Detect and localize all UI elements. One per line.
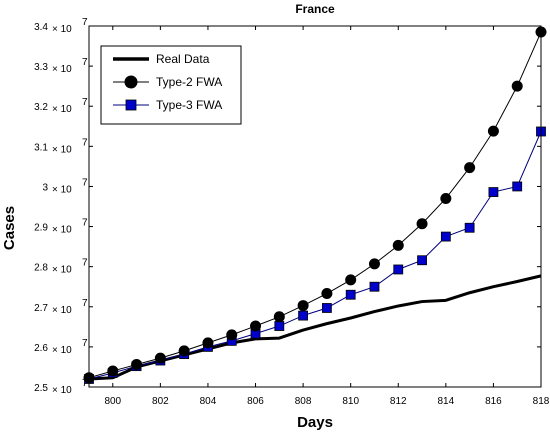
y-tick-value: 3.2 xyxy=(34,102,48,113)
y-tick-exponent: 7 xyxy=(82,17,88,28)
series-type3-point xyxy=(417,255,427,266)
y-tick-multiplier: × 10 xyxy=(52,345,72,356)
series-type2-point xyxy=(487,125,499,137)
series-type2-point xyxy=(250,320,262,332)
series-type2-point xyxy=(392,239,404,251)
series-type3-point xyxy=(488,187,499,197)
series-type3-point xyxy=(321,303,332,313)
series-type2-point xyxy=(107,365,119,377)
x-tick-label: 806 xyxy=(247,396,264,407)
y-tick-multiplier: × 10 xyxy=(52,104,72,115)
series-type2-point xyxy=(511,80,523,92)
y-tick-label: 3.2 × 10 7 xyxy=(34,97,88,115)
series-type3-point xyxy=(369,281,380,292)
y-tick-multiplier: × 10 xyxy=(52,385,72,396)
series-type3-point xyxy=(298,310,309,321)
y-tick-label: 2.6 × 10 7 xyxy=(34,338,88,356)
y-tick-label: 2.7 × 10 7 xyxy=(34,298,88,316)
x-tick-label: 808 xyxy=(295,396,312,407)
legend-type2-marker xyxy=(124,75,138,89)
y-tick-multiplier: × 10 xyxy=(52,64,72,75)
legend-type2-label: Type-2 FWA xyxy=(156,75,222,89)
series-type2-point xyxy=(368,258,380,270)
series-layer xyxy=(83,26,547,384)
legend-type3-label: Type-3 FWA xyxy=(156,98,222,112)
series-type2-point xyxy=(321,288,333,300)
x-tick-label: 804 xyxy=(200,396,217,407)
legend-real-data-label: Real Data xyxy=(156,52,210,66)
y-tick-value: 2.5 xyxy=(34,383,48,394)
y-tick-multiplier: × 10 xyxy=(52,305,72,316)
plot-frame xyxy=(88,25,542,388)
y-tick-value: 2.6 xyxy=(34,343,48,354)
y-tick-multiplier: × 10 xyxy=(52,265,72,276)
series-type2-point xyxy=(154,352,166,364)
y-tick-value: 3.1 xyxy=(34,142,48,153)
y-tick-value: 3.4 xyxy=(34,22,48,33)
series-type3-point xyxy=(345,289,356,300)
y-axis-title: Cases xyxy=(1,206,18,250)
y-tick-exponent: 7 xyxy=(82,298,88,309)
y-tick-value: 2.9 xyxy=(34,223,48,234)
series-type2-point xyxy=(345,274,357,286)
x-tick-label: 814 xyxy=(437,396,454,407)
y-tick-label: 2.9 × 10 7 xyxy=(34,218,88,236)
y-tick-exponent: 7 xyxy=(82,137,88,148)
series-type3-point xyxy=(440,231,451,242)
y-tick-exponent: 7 xyxy=(82,218,88,229)
series-type3-point xyxy=(393,264,404,275)
y-tick-multiplier: × 10 xyxy=(52,225,72,236)
legend: Real Data Type-2 FWA Type-3 FWA xyxy=(100,45,242,125)
y-tick-value: 2.7 xyxy=(34,303,48,314)
y-tick-multiplier: × 10 xyxy=(52,184,72,195)
y-tick-exponent: 7 xyxy=(82,177,88,188)
x-tick-label: 810 xyxy=(342,396,359,407)
y-tick-multiplier: × 10 xyxy=(52,24,72,35)
y-tick-label: 3.1 × 10 7 xyxy=(34,137,88,155)
y-tick-multiplier: × 10 xyxy=(52,144,72,155)
y-tick-label: 2.5× 107 xyxy=(34,378,88,396)
y-tick-value: 2.8 xyxy=(34,263,48,274)
series-type2-point xyxy=(202,337,214,349)
series-type3-point xyxy=(464,222,475,233)
x-tick-label: 816 xyxy=(485,396,502,407)
series-type3-point xyxy=(274,321,285,331)
chart-title: France xyxy=(295,2,335,16)
series-type2-point xyxy=(226,329,238,341)
x-tick-label: 802 xyxy=(152,396,169,407)
y-tick-label: 3.4 × 10 7 xyxy=(34,17,88,35)
y-tick-exponent: 7 xyxy=(82,338,88,349)
series-type2-point xyxy=(440,192,452,204)
series-type2-point xyxy=(464,162,476,174)
series-type2-point xyxy=(416,218,428,230)
y-tick-exponent: 7 xyxy=(82,258,88,269)
y-tick-exponent: 7 xyxy=(82,57,88,68)
x-tick-label: 818 xyxy=(533,396,550,407)
y-tick-label: 3.3 × 10 7 xyxy=(34,57,88,75)
y-tick-label: 2.8 × 10 7 xyxy=(34,258,88,276)
x-axis-title: Days xyxy=(297,414,333,431)
x-tick-label: 812 xyxy=(390,396,407,407)
series-type2-point xyxy=(273,311,285,323)
series-type2-point xyxy=(131,359,143,371)
series-type2-point xyxy=(178,345,190,357)
x-tick-label: 800 xyxy=(104,396,121,407)
y-tick-exponent: 7 xyxy=(82,97,88,108)
series-type3-point xyxy=(512,181,523,192)
y-tick-value: 3.3 xyxy=(34,62,48,73)
series-type2-point xyxy=(297,300,309,312)
y-tick-label: 3 × 10 7 xyxy=(42,177,88,195)
legend-type3-marker xyxy=(125,99,137,111)
y-tick-value: 3 xyxy=(42,182,48,193)
